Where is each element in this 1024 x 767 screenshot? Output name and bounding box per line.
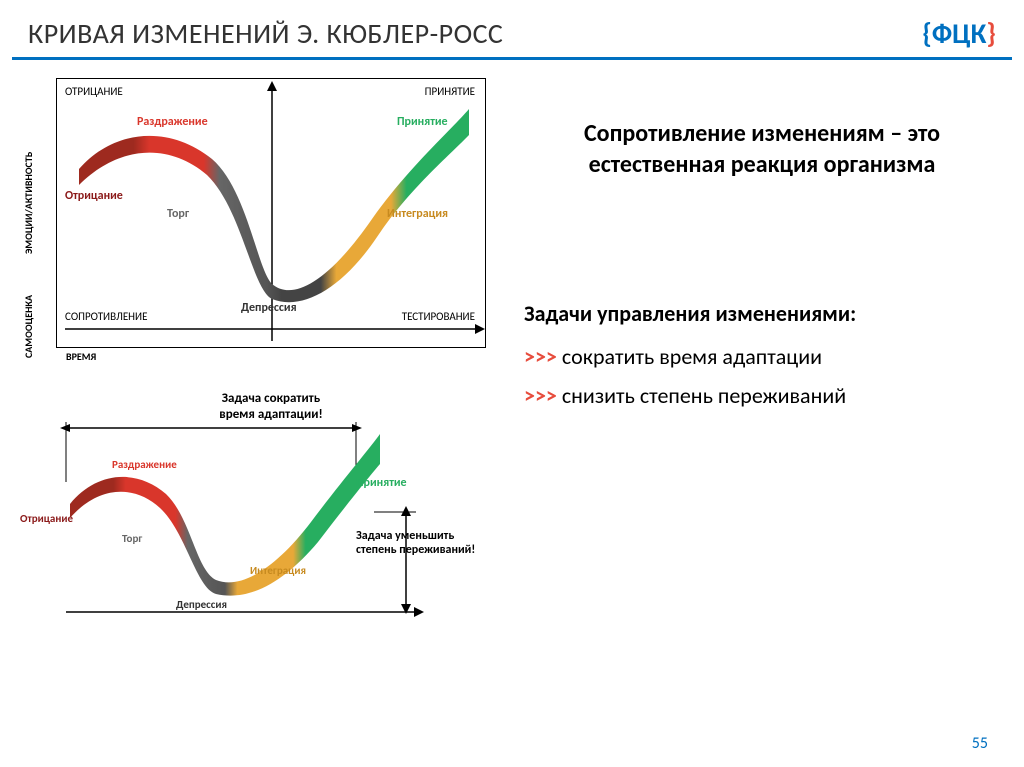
compressed-curve-chart: Задача сократить время адаптации! bbox=[56, 391, 486, 616]
chart2-top-annotation: Задача сократить время адаптации! bbox=[56, 391, 486, 422]
page-title: КРИВАЯ ИЗМЕНЕНИЙ Э. КЮБЛЕР-РОСС bbox=[28, 16, 503, 51]
chevron-icon: >>> bbox=[524, 382, 557, 409]
c2-deny: Отрицание bbox=[20, 512, 73, 525]
stage-irritation: Раздражение bbox=[137, 115, 208, 129]
quad-top-right: ПРИНЯТИЕ bbox=[425, 85, 475, 98]
y-axis-label-bottom: САМООЦЕНКА bbox=[22, 295, 35, 358]
stage-acceptance: Принятие bbox=[397, 115, 448, 129]
c2-bargain: Торг bbox=[122, 532, 142, 545]
logo-bracket-left: { bbox=[922, 16, 932, 51]
bullet-2: >>> снизить степень переживаний bbox=[520, 382, 1004, 409]
c2-acceptance: Принятие bbox=[356, 476, 407, 490]
quad-top-left: ОТРИЦАНИЕ bbox=[65, 85, 123, 98]
stage-depression: Депрессия bbox=[241, 301, 297, 315]
c2-integration: Интеграция bbox=[250, 564, 306, 577]
logo-text: ФЦК bbox=[932, 16, 986, 51]
chevron-icon: >>> bbox=[524, 343, 557, 370]
change-curve-chart: ЭМОЦИИ/АКТИВНОСТЬ САМООЦЕНКА bbox=[10, 78, 500, 363]
c2-right-annotation: Задача уменьшить степень переживаний! bbox=[356, 530, 486, 558]
y-axis-label-top: ЭМОЦИИ/АКТИВНОСТЬ bbox=[22, 152, 35, 254]
main-statement: Сопротивление изменениям – это естествен… bbox=[520, 118, 1004, 180]
quad-bot-right: ТЕСТИРОВАНИЕ bbox=[402, 310, 475, 323]
bullet-1-text: сократить время адаптации bbox=[562, 343, 822, 370]
c2-irritation: Раздражение bbox=[112, 458, 177, 471]
stage-integration: Интеграция bbox=[387, 207, 448, 221]
logo-bracket-right: } bbox=[986, 16, 996, 51]
stage-bargain: Торг bbox=[167, 207, 189, 221]
chart2-svg bbox=[56, 422, 486, 632]
x-axis-label: ВРЕМЯ bbox=[66, 350, 500, 363]
page-number: 55 bbox=[972, 734, 988, 753]
bullet-2-text: снизить степень переживаний bbox=[562, 382, 846, 409]
bullet-1: >>> сократить время адаптации bbox=[520, 343, 1004, 370]
logo: {ФЦК} bbox=[922, 16, 996, 51]
c2-depression: Депрессия bbox=[176, 598, 227, 611]
quad-bot-left: СОПРОТИВЛЕНИЕ bbox=[65, 310, 147, 323]
tasks-heading: Задачи управления изменениями: bbox=[520, 300, 1004, 327]
stage-deny: Отрицание bbox=[65, 189, 123, 203]
